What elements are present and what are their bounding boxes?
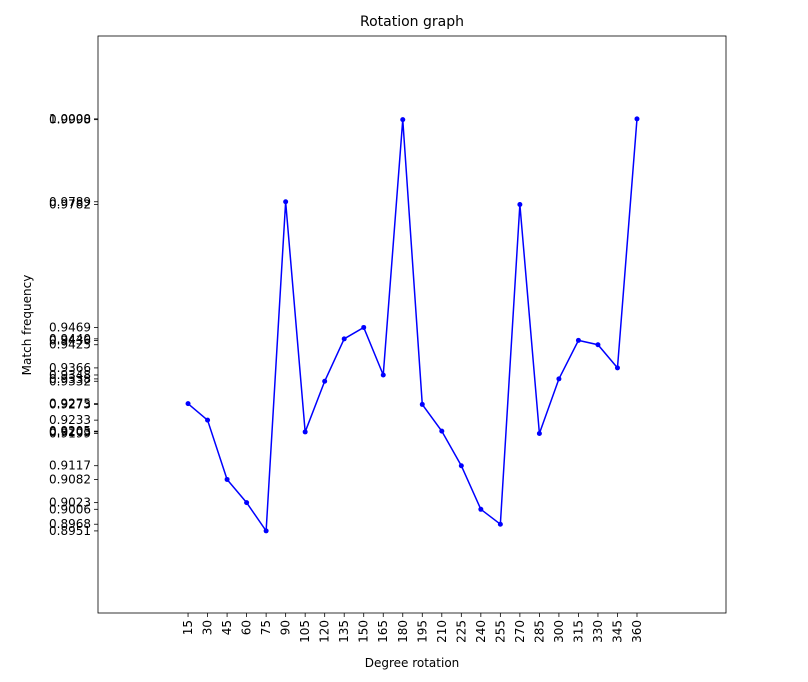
x-tick-label: 255 <box>493 620 507 643</box>
x-tick-label: 90 <box>279 620 293 635</box>
x-tick-label: 225 <box>454 620 468 643</box>
point <box>302 429 308 435</box>
line <box>187 118 638 534</box>
y-tick-label: 1.0000 <box>49 112 91 126</box>
point <box>400 117 406 123</box>
plot-frame <box>97 35 727 614</box>
point <box>458 463 464 469</box>
x-tick-label: 150 <box>357 620 371 643</box>
point <box>380 372 386 378</box>
point <box>283 199 289 205</box>
y-tick-label: 0.9203 <box>49 425 91 439</box>
x-tick-label: 105 <box>298 620 312 643</box>
y-tick-label: 0.9782 <box>49 198 91 212</box>
point <box>439 428 445 434</box>
y-tick-label: 0.9273 <box>49 397 91 411</box>
x-axis-label: Degree rotation <box>365 656 460 670</box>
x-tick-label: 300 <box>552 620 566 643</box>
y-tick-label: 0.9425 <box>49 338 91 352</box>
point <box>185 401 191 407</box>
y-tick-label: 0.9082 <box>49 472 91 486</box>
y-tick-label: 0.9789 <box>49 195 91 209</box>
point <box>263 528 269 534</box>
y-tick-label: 0.9440 <box>49 332 91 346</box>
point <box>614 365 620 371</box>
x-tick-label: 45 <box>220 620 234 635</box>
point <box>536 430 542 436</box>
y-tick-label: 0.8968 <box>49 517 91 531</box>
y-tick-label: 0.9199 <box>49 426 91 440</box>
x-tick-label: 330 <box>591 620 605 643</box>
x-tick-label: 240 <box>474 620 488 643</box>
point <box>205 417 211 423</box>
x-tick-label: 120 <box>318 620 332 643</box>
x-tick-label: 270 <box>513 620 527 643</box>
point <box>575 337 581 343</box>
x-tick-label: 30 <box>201 620 215 635</box>
y-tick-label: 0.9233 <box>49 413 91 427</box>
y-tick-label: 0.9469 <box>49 320 91 334</box>
point <box>322 378 328 384</box>
x-tick-label: 315 <box>571 620 585 643</box>
y-tick-label: 0.8951 <box>49 524 91 538</box>
y-tick-label: 0.9205 <box>49 424 91 438</box>
x-tick-label: 75 <box>259 620 273 635</box>
point <box>244 500 250 506</box>
y-tick-label: 0.9338 <box>49 372 91 386</box>
point <box>595 342 601 348</box>
x-tick-label: 210 <box>435 620 449 643</box>
y-tick-label: 0.9332 <box>49 374 91 388</box>
point <box>361 324 367 330</box>
x-tick-label: 345 <box>610 620 624 643</box>
y-tick-label: 0.9998 <box>49 113 91 127</box>
point <box>341 336 347 342</box>
point <box>224 476 230 482</box>
x-tick-label: 285 <box>532 620 546 643</box>
x-tick-label: 15 <box>181 620 195 635</box>
x-tick-label: 135 <box>337 620 351 643</box>
y-tick-label: 0.9006 <box>49 502 91 516</box>
x-tick-label: 360 <box>630 620 644 643</box>
point <box>478 506 484 512</box>
y-axis-label: Match frequency <box>20 275 34 376</box>
y-tick-label: 0.9348 <box>49 368 91 382</box>
y-tick-label: 0.9117 <box>49 459 91 473</box>
point <box>634 116 640 122</box>
point <box>419 401 425 407</box>
y-tick-label: 0.9023 <box>49 496 91 510</box>
y-tick-label: 0.9366 <box>49 361 91 375</box>
x-tick-label: 180 <box>396 620 410 643</box>
point <box>556 376 562 382</box>
point <box>497 521 503 527</box>
chart-title: Rotation graph <box>360 14 464 30</box>
y-tick-label: 0.9436 <box>49 333 91 347</box>
x-tick-label: 195 <box>415 620 429 643</box>
x-tick-label: 60 <box>240 620 254 635</box>
y-tick-label: 0.9275 <box>49 397 91 411</box>
point <box>517 202 523 208</box>
x-tick-label: 165 <box>376 620 390 643</box>
